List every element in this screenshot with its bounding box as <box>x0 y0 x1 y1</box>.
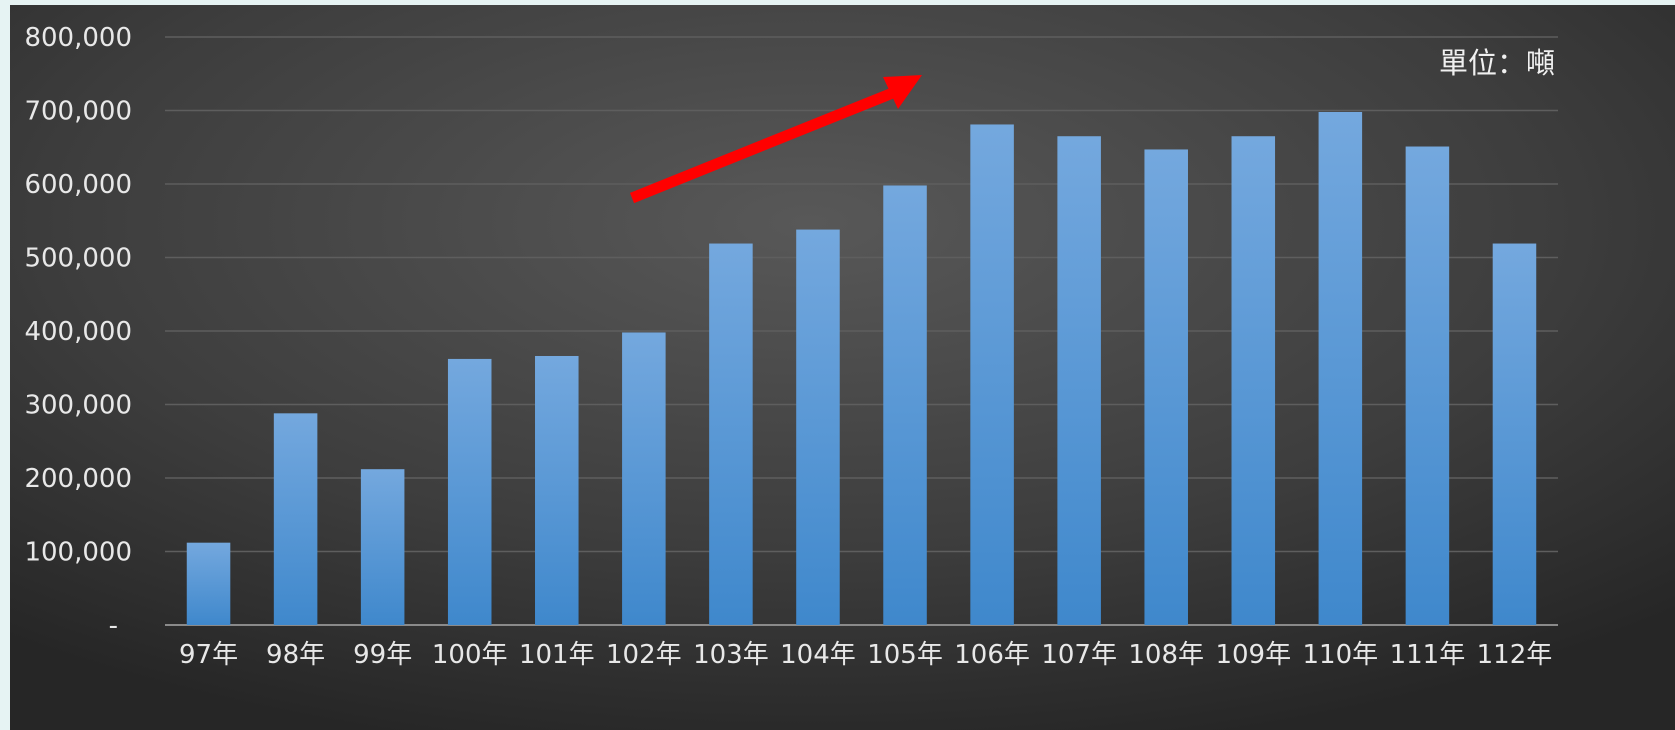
chart-container: - 100,000 200,000 300,000 400,000 500,000 600,… <box>10 5 1675 730</box>
arrow-head <box>883 75 922 109</box>
y-tick-label: 300,000 <box>24 391 132 421</box>
y-tick-label: 600,000 <box>24 170 132 200</box>
y-tick-label: 100,000 <box>24 538 132 568</box>
x-tick-label: 103年 <box>693 640 769 670</box>
x-tick-label: 108年 <box>1128 640 1204 670</box>
y-tick-label: 500,000 <box>24 244 132 274</box>
x-tick-label: 110年 <box>1303 640 1379 670</box>
bar <box>1405 146 1450 625</box>
bar <box>709 243 753 625</box>
bar <box>1057 136 1101 625</box>
bar <box>796 229 840 625</box>
bar <box>535 355 579 625</box>
bars <box>186 111 1537 626</box>
x-axis-ticks: 97年 98年 99年 100年 101年 102年 103年 104年 105年 106年 107… <box>179 640 1552 670</box>
arrow-shaft <box>629 86 898 204</box>
bar <box>1231 136 1276 625</box>
x-tick-label: 101年 <box>519 640 595 670</box>
x-tick-label: 98年 <box>266 640 325 670</box>
x-tick-label: 97年 <box>179 640 238 670</box>
x-tick-label: 109年 <box>1215 640 1291 670</box>
x-tick-label: 105年 <box>867 640 943 670</box>
x-tick-label: 112年 <box>1477 640 1553 670</box>
x-tick-label: 106年 <box>954 640 1030 670</box>
y-tick-label: 800,000 <box>24 23 132 53</box>
bar <box>970 124 1014 625</box>
x-tick-label: 99年 <box>353 640 412 670</box>
y-tick-label: 200,000 <box>24 464 132 494</box>
x-tick-label: 107年 <box>1041 640 1117 670</box>
bar <box>273 413 318 625</box>
bar-chart: - 100,000 200,000 300,000 400,000 500,000 600,… <box>10 5 1675 730</box>
x-tick-label: 111年 <box>1390 640 1466 670</box>
x-tick-label: 102年 <box>606 640 682 670</box>
bar <box>1492 243 1537 625</box>
unit-label: 單位：噸 <box>1439 46 1555 80</box>
bar <box>1144 149 1188 625</box>
x-tick-label: 100年 <box>432 640 508 670</box>
trend-arrow <box>629 75 922 204</box>
bar <box>622 332 666 625</box>
bar <box>360 469 405 625</box>
y-tick-label: - <box>109 611 118 641</box>
bar <box>1318 111 1363 626</box>
bar <box>186 542 231 625</box>
bar <box>447 358 492 625</box>
y-tick-label: 700,000 <box>24 97 132 127</box>
bar <box>883 185 927 625</box>
y-tick-label: 400,000 <box>24 317 132 347</box>
x-tick-label: 104年 <box>780 640 856 670</box>
y-axis-ticks: - 100,000 200,000 300,000 400,000 500,000 600,… <box>24 23 132 641</box>
